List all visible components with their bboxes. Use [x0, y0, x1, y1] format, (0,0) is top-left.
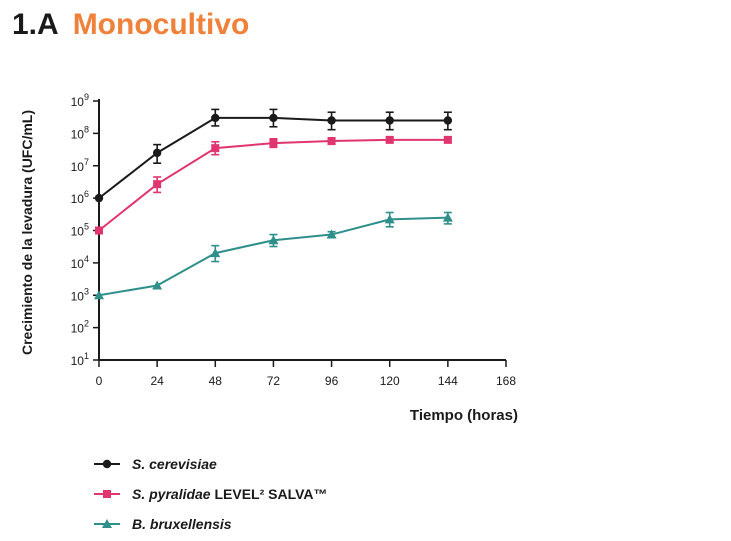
x-tick-label: 24	[150, 374, 164, 388]
y-tick-exponent: 9	[84, 92, 89, 102]
data-point	[443, 116, 453, 125]
data-point	[152, 280, 163, 290]
y-tick-base: 10	[71, 127, 85, 141]
y-tick-base: 10	[71, 95, 85, 109]
legend-item: S. cerevisiae	[92, 449, 328, 479]
x-tick-label: 120	[380, 374, 400, 388]
y-tick-label: 107	[71, 157, 89, 174]
legend-swatch	[94, 519, 120, 528]
data-point	[326, 229, 337, 239]
legend-swatch-marker	[102, 519, 112, 528]
y-tick-base: 10	[71, 354, 85, 368]
data-point	[384, 214, 395, 224]
legend-species-name: S. pyralidae	[132, 486, 211, 502]
series-line	[98, 116, 448, 199]
y-tick-base: 10	[71, 192, 85, 206]
data-point	[152, 148, 162, 158]
data-point	[268, 235, 279, 245]
y-tick-label: 106	[71, 189, 89, 206]
series-3	[94, 211, 453, 300]
legend-label: S. cerevisiae	[132, 456, 217, 472]
data-point	[443, 135, 452, 144]
y-tick-exponent: 3	[84, 286, 89, 296]
figure-heading: 1.A Monocultivo	[12, 8, 249, 42]
y-tick-base: 10	[71, 225, 85, 239]
legend-swatch-marker	[103, 490, 111, 498]
figure-number: 1.A	[12, 8, 59, 41]
data-point	[211, 113, 220, 123]
data-point	[153, 180, 162, 189]
legend-species-name: S. cerevisiae	[132, 456, 217, 472]
y-tick-exponent: 2	[84, 319, 89, 329]
data-point	[211, 144, 220, 153]
x-tick-label: 48	[209, 374, 223, 388]
data-point	[94, 193, 104, 203]
legend-swatch	[94, 459, 120, 469]
legend-item: B. bruxellensis	[92, 509, 328, 539]
legend-label: B. bruxellensis	[132, 516, 232, 532]
y-tick-exponent: 7	[84, 157, 89, 167]
series-1	[94, 108, 453, 203]
data-point	[95, 226, 103, 235]
y-axis-label: Crecimiento de la levadura (UFC/mL)	[19, 110, 35, 355]
x-tick-label: 168	[496, 374, 516, 388]
legend-product-name: LEVEL² SALVA™	[210, 486, 328, 502]
y-tick-label: 101	[71, 351, 89, 368]
legend-swatch	[94, 490, 120, 498]
y-tick-exponent: 4	[84, 254, 89, 264]
y-tick-label: 105	[71, 222, 89, 239]
legend-item: S. pyralidae LEVEL² SALVA™	[92, 479, 328, 509]
legend: S. cerevisiae S. pyralidae LEVEL² SALVA™ B…	[92, 449, 328, 539]
legend-swatch-marker	[102, 459, 112, 469]
data-point	[94, 290, 104, 300]
x-tick-label: 72	[267, 374, 281, 388]
y-tick-label: 108	[71, 124, 89, 141]
data-point	[385, 116, 394, 125]
data-point	[442, 212, 453, 222]
data-point	[269, 139, 278, 148]
series-line	[98, 138, 448, 232]
figure-title: Monocultivo	[72, 8, 250, 41]
y-tick-label: 103	[71, 286, 89, 303]
y-tick-base: 10	[71, 160, 85, 174]
y-tick-base: 10	[71, 289, 85, 303]
series-2	[95, 135, 452, 235]
legend-species-name: B. bruxellensis	[132, 516, 232, 532]
data-point	[327, 116, 336, 125]
y-tick-exponent: 6	[84, 189, 89, 199]
y-tick-exponent: 8	[84, 124, 89, 134]
y-tick-base: 10	[71, 322, 85, 336]
x-tick-label: 96	[325, 374, 339, 388]
legend-label: S. pyralidae LEVEL² SALVA™	[132, 486, 328, 502]
y-tick-exponent: 1	[84, 351, 89, 361]
y-tick-label: 102	[71, 319, 89, 336]
y-tick-label: 104	[71, 254, 89, 271]
x-tick-label: 144	[438, 374, 458, 388]
y-tick-exponent: 5	[84, 222, 89, 232]
data-point	[385, 135, 394, 144]
data-point	[269, 113, 278, 123]
series-line	[98, 216, 448, 297]
y-tick-label: 109	[71, 92, 89, 109]
x-axis-label: Tiempo (horas)	[410, 407, 518, 424]
data-point	[327, 137, 336, 146]
y-tick-base: 10	[71, 257, 85, 271]
data-point	[210, 248, 221, 258]
x-tick-label: 0	[96, 374, 103, 388]
